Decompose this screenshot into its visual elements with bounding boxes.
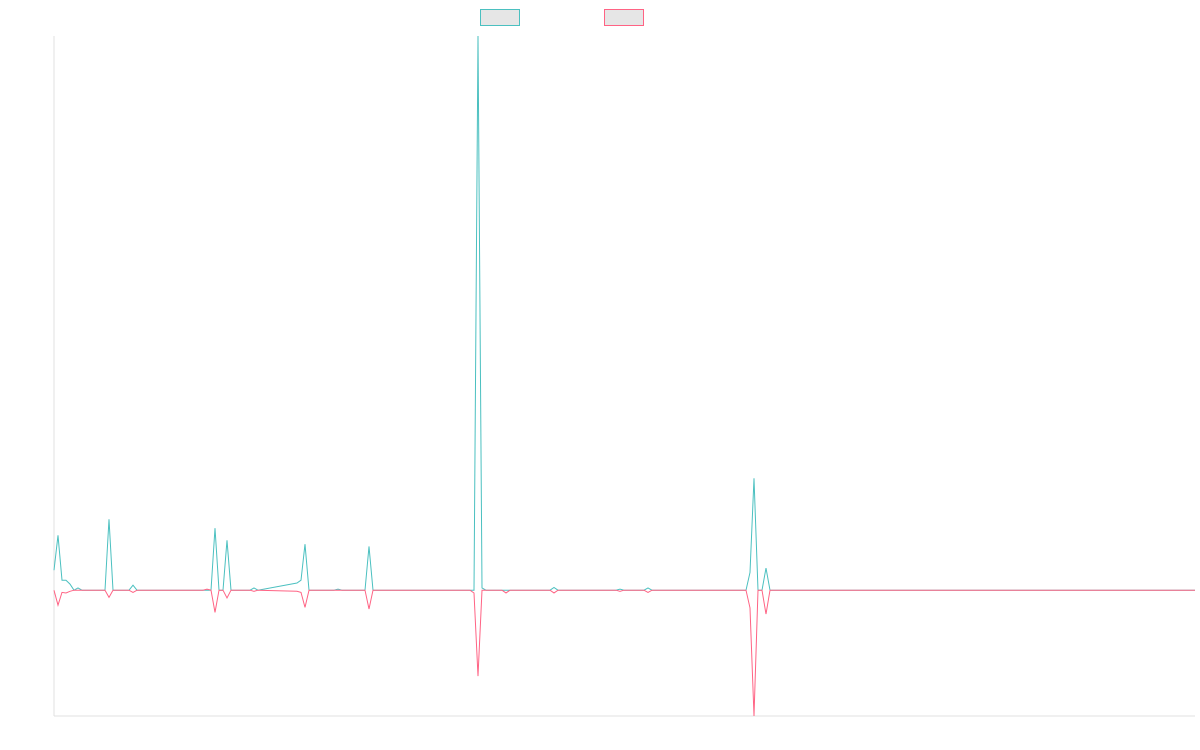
series-line — [53, 588, 1195, 717]
series-line — [53, 35, 1195, 591]
legend-swatch — [480, 9, 520, 26]
legend-swatch — [604, 9, 644, 26]
